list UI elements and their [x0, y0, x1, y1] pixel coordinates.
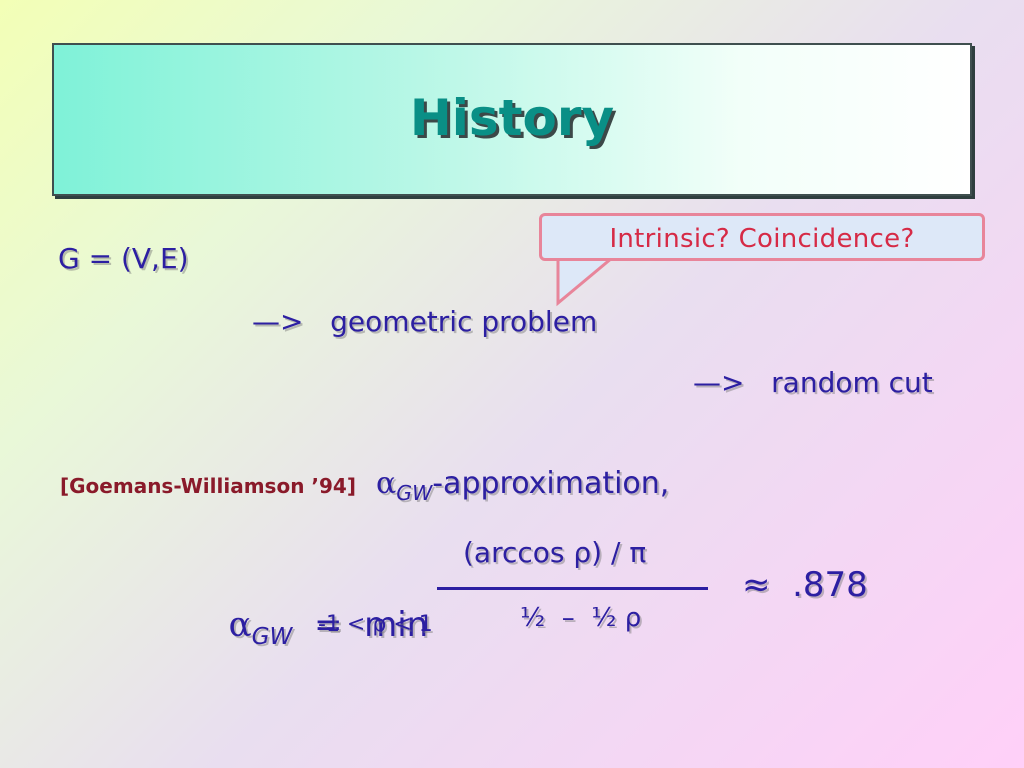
alpha-symbol: α [376, 466, 397, 501]
graph-definition: G = (V,E) [58, 242, 189, 275]
citation: [Goemans-Williamson ’94] [60, 474, 356, 498]
formula-result: ≈ .878 [742, 565, 868, 605]
callout-bubble: Intrinsic? Coincidence? [539, 213, 985, 261]
approximation-line: αGW-approximation, [376, 466, 669, 505]
formula-alpha-subscript: GW [251, 623, 293, 650]
formula-range: -1 < ρ < 1 [318, 612, 433, 637]
formula-equals-min: = min [292, 605, 429, 645]
formula-numerator: (arccos ρ) / π [463, 536, 647, 569]
formula-lhs: αGW = min [207, 565, 429, 650]
approximation-suffix: -approximation, [432, 466, 670, 501]
step-geometric-problem: —> geometric problem [252, 305, 598, 338]
fraction-bar [437, 587, 708, 590]
slide-title: History [409, 89, 615, 147]
alpha-subscript: GW [396, 481, 433, 505]
callout-pointer [556, 257, 613, 307]
title-banner: History [52, 43, 972, 196]
formula-alpha: α [228, 605, 252, 645]
formula-denominator: ½ – ½ ρ [520, 603, 642, 633]
step-random-cut: —> random cut [693, 366, 933, 399]
callout-text: Intrinsic? Coincidence? [609, 224, 915, 254]
